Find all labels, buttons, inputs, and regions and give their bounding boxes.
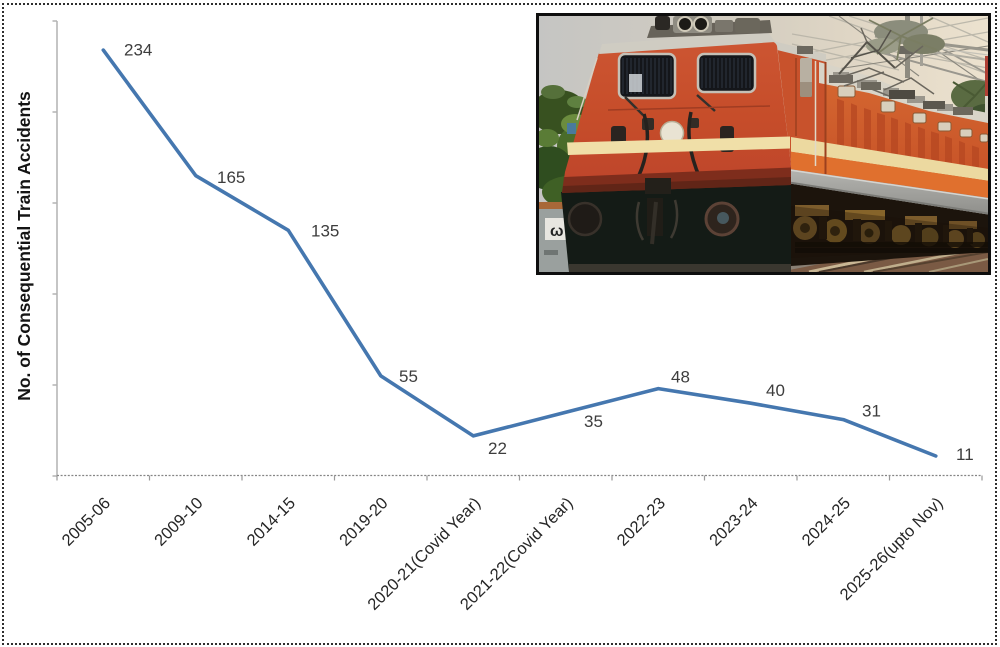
svg-text:ω: ω: [550, 223, 564, 240]
svg-text:2019-20: 2019-20: [336, 494, 392, 550]
svg-text:2009-10: 2009-10: [151, 494, 207, 550]
svg-text:234: 234: [124, 41, 152, 60]
svg-text:2005-06: 2005-06: [59, 494, 115, 550]
svg-text:2023-24: 2023-24: [706, 494, 762, 550]
svg-text:48: 48: [671, 368, 690, 387]
svg-text:2022-23: 2022-23: [614, 494, 670, 550]
svg-text:11: 11: [956, 445, 974, 464]
svg-text:2024-25: 2024-25: [799, 494, 855, 550]
svg-text:55: 55: [399, 367, 418, 386]
svg-text:22: 22: [488, 439, 507, 458]
svg-text:165: 165: [217, 168, 245, 187]
svg-text:40: 40: [766, 381, 785, 400]
svg-text:2025-26(upto Nov): 2025-26(upto Nov): [837, 494, 947, 604]
svg-text:2014-15: 2014-15: [244, 494, 300, 550]
svg-text:No. of Consequential Train Acc: No. of Consequential Train Accidents: [14, 91, 34, 401]
svg-text:135: 135: [311, 222, 339, 241]
svg-text:35: 35: [584, 412, 603, 431]
svg-text:31: 31: [862, 402, 881, 421]
